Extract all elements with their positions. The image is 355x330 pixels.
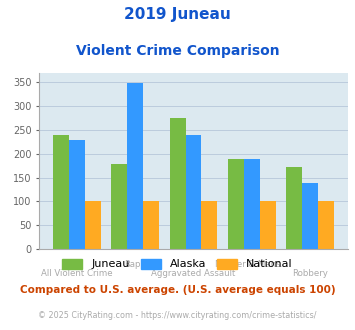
Legend: Juneau, Alaska, National: Juneau, Alaska, National	[58, 254, 297, 274]
Bar	[186, 135, 201, 249]
Bar	[286, 167, 302, 249]
Bar	[244, 159, 260, 249]
Text: Aggravated Assault: Aggravated Assault	[151, 269, 236, 278]
Bar	[260, 201, 275, 249]
Bar	[111, 164, 127, 249]
Bar	[302, 183, 318, 249]
Text: Rape: Rape	[124, 260, 146, 269]
Bar	[201, 201, 217, 249]
Text: © 2025 CityRating.com - https://www.cityrating.com/crime-statistics/: © 2025 CityRating.com - https://www.city…	[38, 311, 317, 320]
Text: 2019 Juneau: 2019 Juneau	[124, 7, 231, 22]
Bar	[143, 201, 159, 249]
Bar	[127, 83, 143, 249]
Text: Murder & Mans...: Murder & Mans...	[215, 260, 289, 269]
Text: All Violent Crime: All Violent Crime	[41, 269, 113, 278]
Bar	[170, 118, 186, 249]
Bar	[318, 201, 334, 249]
Bar	[53, 135, 69, 249]
Text: Violent Crime Comparison: Violent Crime Comparison	[76, 44, 279, 58]
Bar	[228, 159, 244, 249]
Text: Compared to U.S. average. (U.S. average equals 100): Compared to U.S. average. (U.S. average …	[20, 285, 335, 295]
Text: Robbery: Robbery	[292, 269, 328, 278]
Bar	[69, 140, 85, 249]
Bar	[85, 201, 100, 249]
